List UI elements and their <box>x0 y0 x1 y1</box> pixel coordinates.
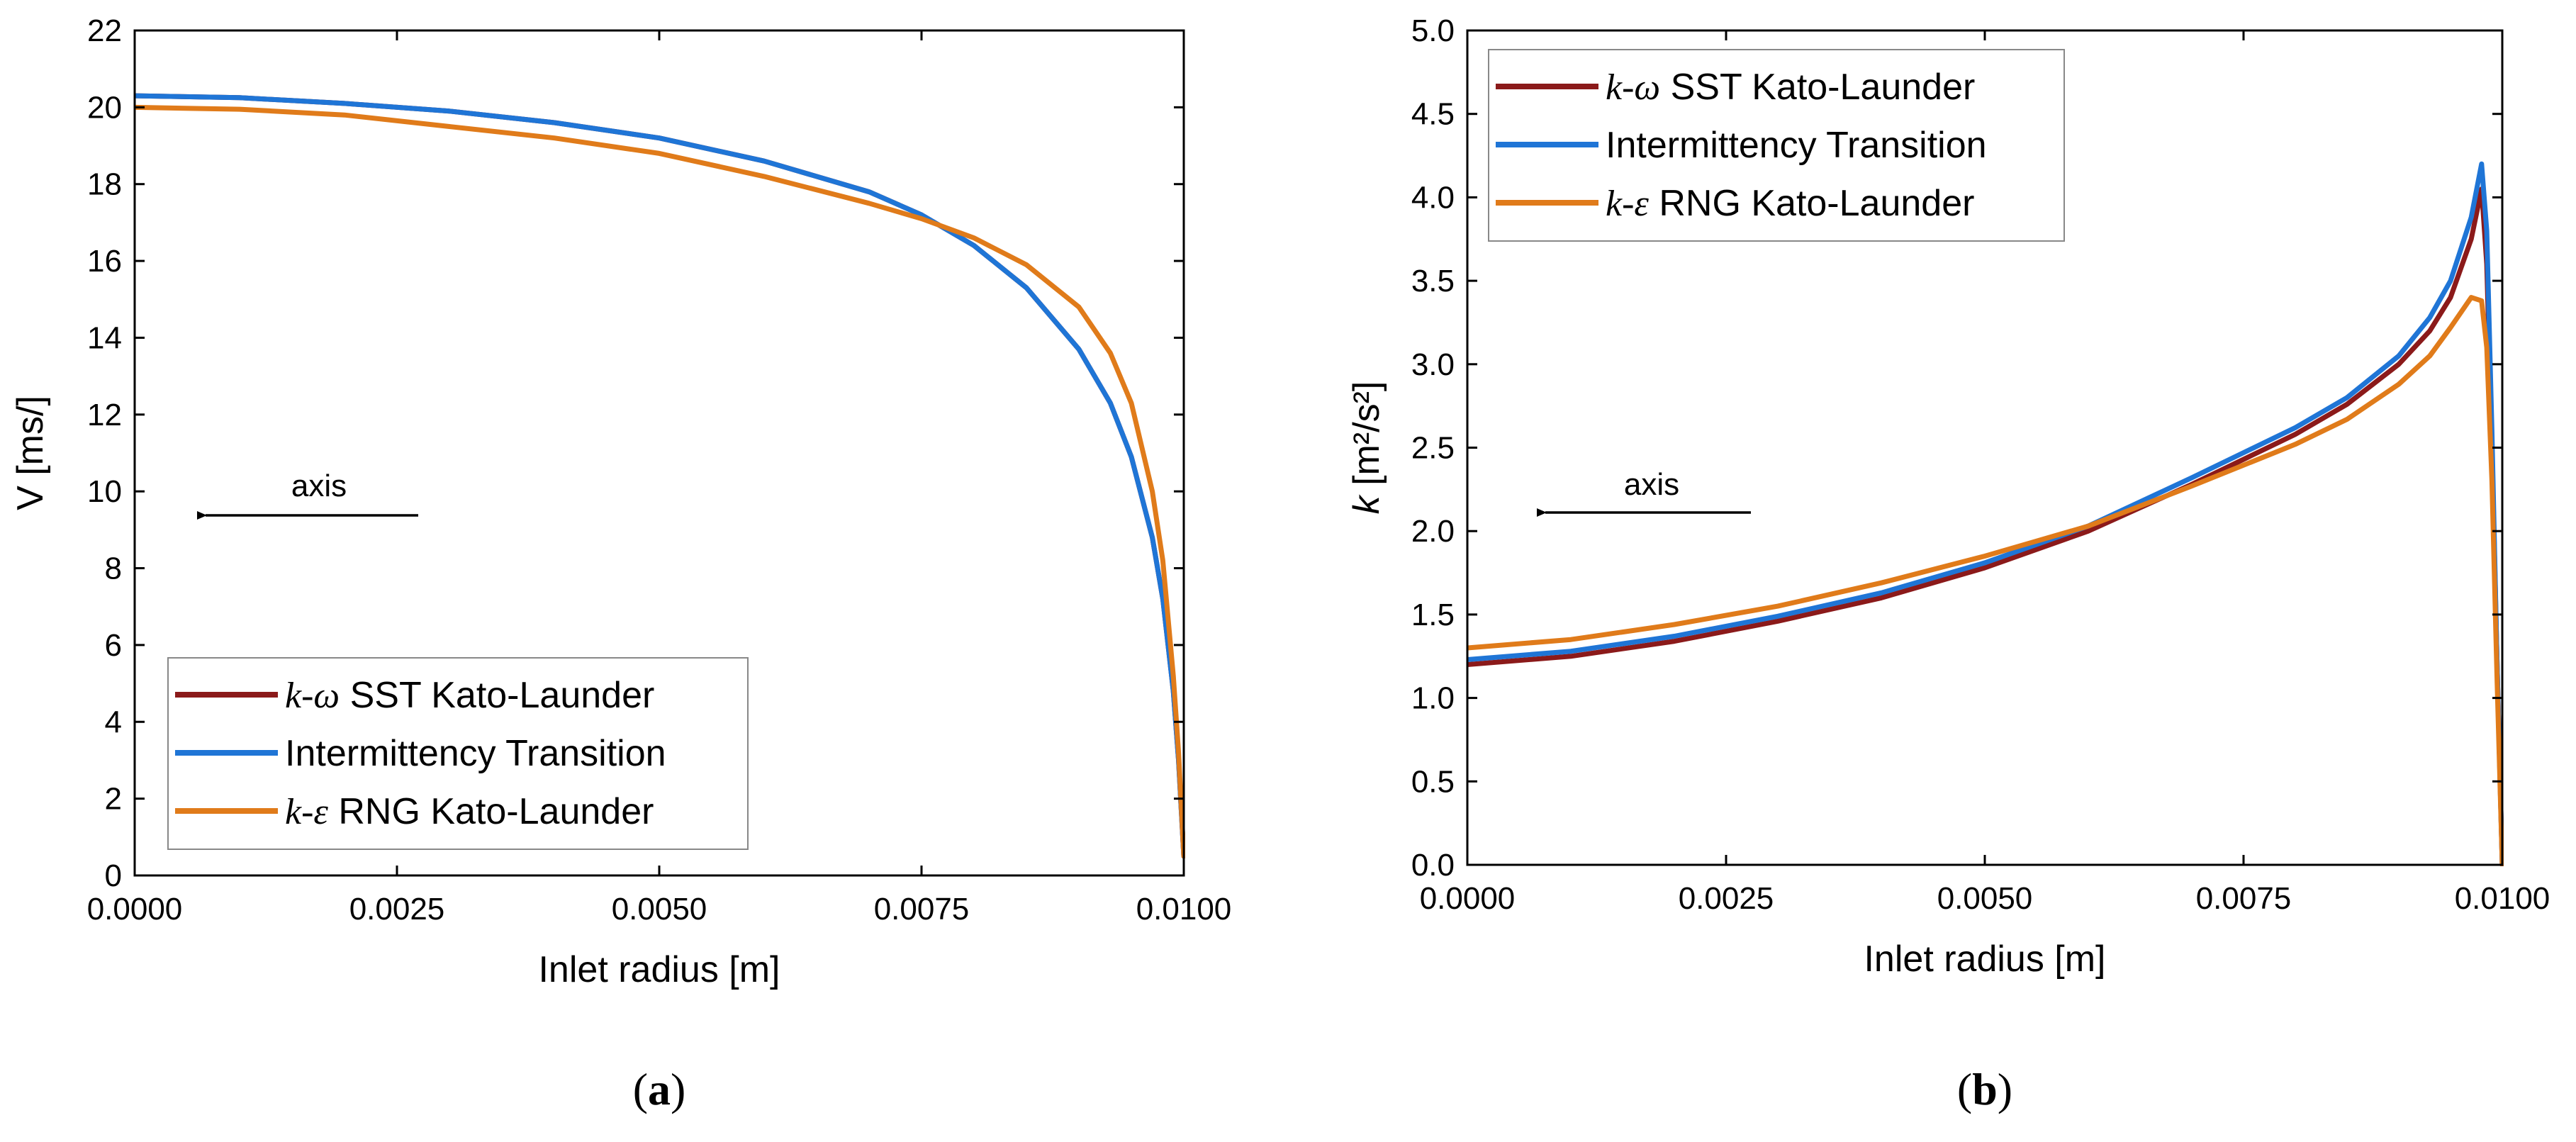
panel-label-close: ) <box>671 1064 685 1114</box>
x-tick-label: 0.0000 <box>87 892 183 927</box>
y-tick-label: 3.0 <box>1411 347 1455 382</box>
x-axis-title: Inlet radius [m] <box>1864 939 2105 980</box>
y-tick-label: 2.0 <box>1411 514 1455 549</box>
legend-label-symbol: k-ε <box>285 792 328 832</box>
panel-label-open: ( <box>633 1064 648 1114</box>
y-tick-label: 0.5 <box>1411 764 1455 799</box>
chart-panel-b: 0.0000 0.0025 0.0050 0.0075 0.0100 0.0 0.5 1.0 1… <box>1346 13 2550 1114</box>
series-line-kw-sst <box>1467 186 2504 866</box>
y-tick-label: 4 <box>105 705 122 739</box>
legend-label-text: RNG Kato-Launder <box>1649 183 1975 224</box>
panel-label: (a) <box>633 1064 686 1114</box>
y-axis-title-symbol: k <box>1346 493 1387 514</box>
y-tick-label: 8 <box>105 552 122 586</box>
series-line-intermittency <box>135 93 1185 859</box>
legend-label: Intermittency Transition <box>1606 125 1987 166</box>
y-tick-label: 10 <box>87 474 122 509</box>
legend-label-text: RNG Kato-Launder <box>328 791 654 832</box>
axis-annotation: axis <box>1624 467 1679 502</box>
legend-label-symbol: k-ω <box>1606 67 1660 108</box>
series-line-ke-rng <box>135 104 1185 859</box>
x-tick-label: 0.0000 <box>1420 881 1516 916</box>
panel-label: (b) <box>1957 1064 2012 1114</box>
axis-annotation: axis <box>291 469 347 503</box>
panel-label-letter: b <box>1972 1064 1998 1114</box>
x-tick-label: 0.0075 <box>874 892 970 927</box>
y-tick-label: 6 <box>105 628 122 663</box>
legend-label-text: SST Kato-Launder <box>1660 67 1975 108</box>
legend-label: k-ω SST Kato-Launder <box>285 675 654 716</box>
panel-label-letter: a <box>648 1064 671 1114</box>
y-axis-title-units: [m²/s²] <box>1346 381 1387 496</box>
legend-label-text: SST Kato-Launder <box>340 675 654 716</box>
x-tick-label: 0.0050 <box>612 892 707 927</box>
x-tick-label: 0.0075 <box>2196 881 2292 916</box>
legend-label-text: Intermittency Transition <box>285 733 666 774</box>
panel-label-open: ( <box>1957 1064 1972 1114</box>
series-line-ke-rng <box>1467 295 2504 866</box>
panel-label-close: ) <box>1998 1064 2012 1114</box>
x-tick-label: 0.0025 <box>349 892 445 927</box>
y-tick-label: 16 <box>87 244 122 279</box>
y-tick-label: 0.0 <box>1411 848 1455 883</box>
y-tick-label: 2.5 <box>1411 431 1455 466</box>
y-tick-label: 18 <box>87 167 122 202</box>
legend-label-symbol: k-ε <box>1606 184 1649 224</box>
y-tick-label: 4.5 <box>1411 97 1455 132</box>
x-tick-label: 0.0100 <box>1136 892 1232 927</box>
series-line-intermittency <box>1467 161 2504 866</box>
x-tick-label: 0.0100 <box>2455 881 2550 916</box>
y-tick-label: 14 <box>87 320 122 355</box>
legend: k-ω SST Kato-Launder Intermittency Transi… <box>167 657 749 850</box>
y-tick-label: 4.0 <box>1411 180 1455 215</box>
y-tick-label: 12 <box>87 398 122 432</box>
y-tick-label: 0 <box>105 858 122 893</box>
x-tick-label: 0.0025 <box>1679 881 1774 916</box>
y-tick-label: 22 <box>87 13 122 48</box>
legend-label: Intermittency Transition <box>285 733 666 774</box>
x-tick-label: 0.0050 <box>1937 881 2033 916</box>
legend-label: k-ω SST Kato-Launder <box>1606 67 1975 108</box>
y-axis-title: k [m²/s²] <box>1346 381 1387 515</box>
y-axis-title: V [ms/] <box>10 396 51 510</box>
y-tick-label: 3.5 <box>1411 264 1455 298</box>
x-axis-title: Inlet radius [m] <box>538 949 780 990</box>
chart-panel-a: 0.0000 0.0025 0.0050 0.0075 0.0100 0 2 4 6 8 10 12 1… <box>10 13 1231 1114</box>
legend-label-symbol: k-ω <box>285 676 340 716</box>
y-tick-label: 2 <box>105 782 122 817</box>
y-tick-label: 1.5 <box>1411 598 1455 632</box>
y-tick-label: 1.0 <box>1411 681 1455 716</box>
legend-label: k-ε RNG Kato-Launder <box>285 791 654 832</box>
legend-label: k-ε RNG Kato-Launder <box>1606 183 1974 224</box>
legend-label-text: Intermittency Transition <box>1606 125 1987 166</box>
y-tick-label: 20 <box>87 90 122 125</box>
y-tick-label: 5.0 <box>1411 13 1455 48</box>
legend: k-ω SST Kato-Launder Intermittency Transi… <box>1488 49 2065 242</box>
